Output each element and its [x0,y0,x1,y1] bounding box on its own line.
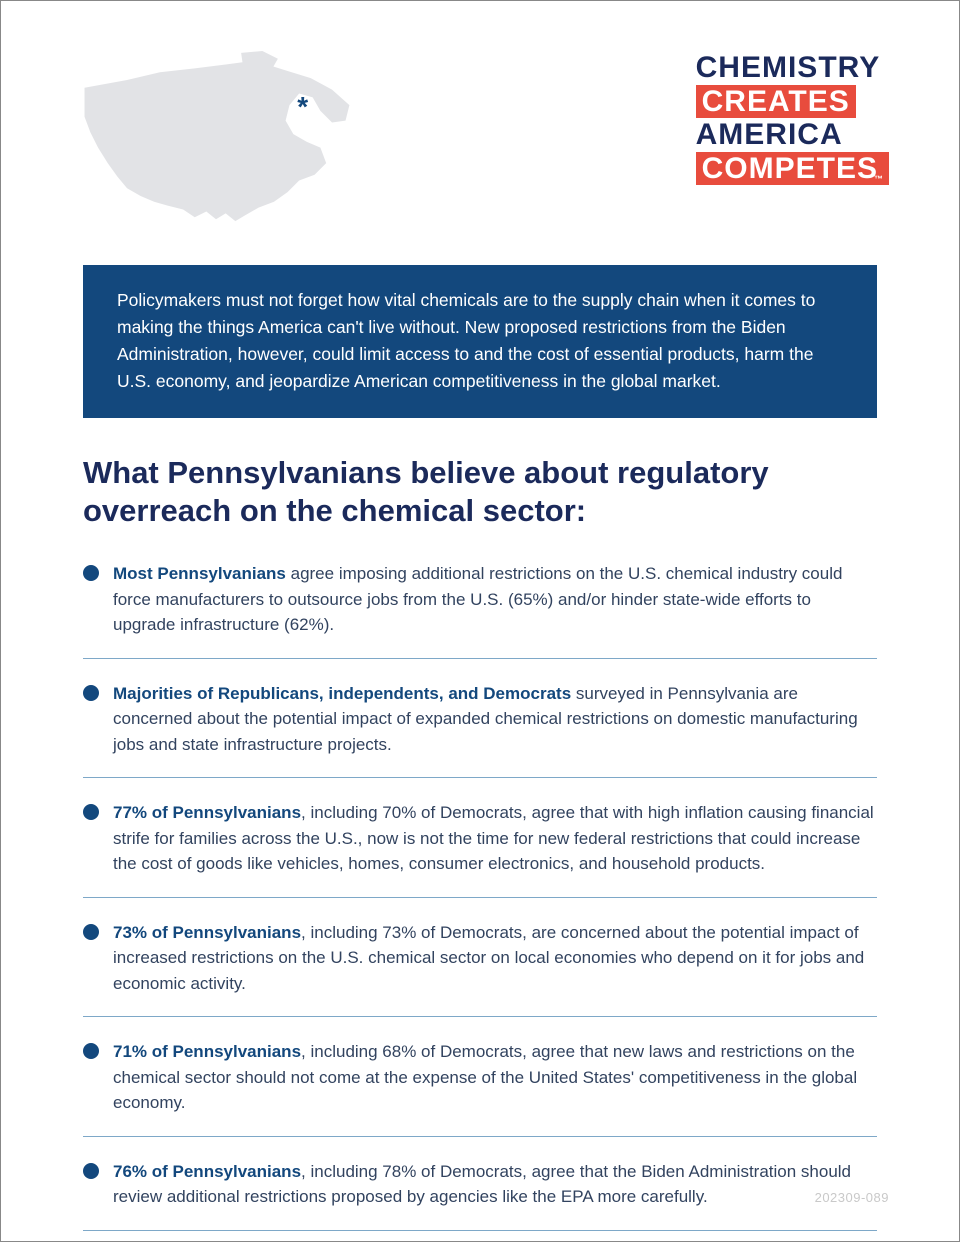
item-lead: 77% of Pennsylvanians [113,803,301,822]
list-item: 73% of Pennsylvanians, including 73% of … [83,920,877,1018]
logo-line-2: CREATES [696,85,856,119]
item-lead: 73% of Pennsylvanians [113,923,301,942]
item-lead: 76% of Pennsylvanians [113,1162,301,1181]
bullet-icon [83,685,99,701]
bullet-icon [83,565,99,581]
logo-line-3: AMERICA [696,118,889,152]
bullet-icon [83,1163,99,1179]
header-row: * CHEMISTRY CREATES AMERICA COMPETES™ [71,51,889,225]
map-marker-icon: * [297,93,308,121]
list-item: Majorities of Republicans, independents,… [83,681,877,779]
item-lead: Majorities of Republicans, independents,… [113,684,571,703]
bullet-icon [83,1043,99,1059]
document-code: 202309-089 [815,1190,889,1205]
page-title: What Pennsylvanians believe about regula… [83,454,877,532]
bullet-icon [83,924,99,940]
intro-callout: Policymakers must not forget how vital c… [83,265,877,418]
logo-line-4: COMPETES™ [696,152,889,186]
item-lead: Most Pennsylvanians [113,564,286,583]
list-item: Most Pennsylvanians agree imposing addit… [83,561,877,659]
list-item: 76% of Pennsylvanians, including 78% of … [83,1159,877,1231]
list-item: 77% of Pennsylvanians, including 70% of … [83,800,877,898]
item-lead: 71% of Pennsylvanians [113,1042,301,1061]
us-map: * [71,51,361,225]
trademark-icon: ™ [874,174,883,184]
bullet-list: Most Pennsylvanians agree imposing addit… [83,561,877,1231]
bullet-icon [83,804,99,820]
list-item: 71% of Pennsylvanians, including 68% of … [83,1039,877,1137]
brand-logo: CHEMISTRY CREATES AMERICA COMPETES™ [696,51,889,185]
us-map-svg [71,51,361,225]
logo-line-1: CHEMISTRY [696,51,889,85]
